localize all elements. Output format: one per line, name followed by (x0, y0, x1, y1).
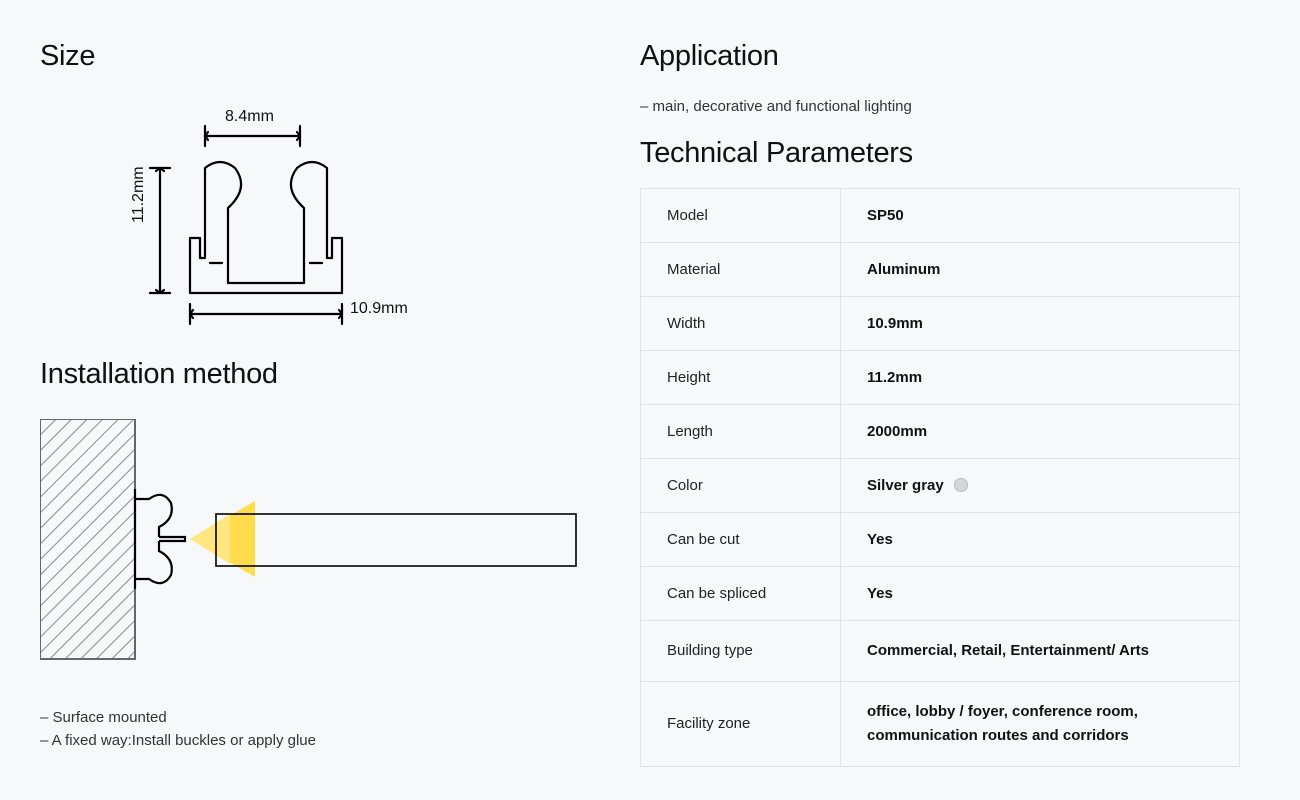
profile-svg (50, 108, 370, 328)
installation-notes: – Surface mounted – A fixed way:Install … (40, 709, 580, 749)
table-row: ModelSP50 (641, 189, 1240, 243)
param-label: Length (641, 405, 841, 459)
application-heading: Application (640, 40, 1260, 73)
param-label: Building type (641, 621, 841, 682)
param-label: Model (641, 189, 841, 243)
tech-params-table: ModelSP50MaterialAluminumWidth10.9mmHeig… (640, 188, 1240, 767)
color-swatch-icon (954, 478, 968, 492)
param-label: Facility zone (641, 682, 841, 767)
table-row: Length2000mm (641, 405, 1240, 459)
param-value: office, lobby / foyer, conference room, … (841, 682, 1240, 767)
application-note: – main, decorative and functional lighti… (640, 98, 1260, 115)
tech-params-heading: Technical Parameters (640, 137, 1260, 170)
param-value: Silver gray (841, 459, 1240, 513)
size-heading: Size (40, 40, 580, 73)
param-value: 2000mm (841, 405, 1240, 459)
param-label: Height (641, 351, 841, 405)
dim-left: 11.2mm (130, 166, 148, 223)
table-row: Can be cutYes (641, 513, 1240, 567)
param-value: Yes (841, 567, 1240, 621)
param-value: Yes (841, 513, 1240, 567)
param-value: Aluminum (841, 243, 1240, 297)
param-value: Commercial, Retail, Entertainment/ Arts (841, 621, 1240, 682)
installation-heading: Installation method (40, 358, 580, 391)
table-row: Building typeCommercial, Retail, Enterta… (641, 621, 1240, 682)
param-label: Can be cut (641, 513, 841, 567)
install-note: – Surface mounted (40, 709, 580, 726)
table-row: Can be splicedYes (641, 567, 1240, 621)
table-row: MaterialAluminum (641, 243, 1240, 297)
param-value: 10.9mm (841, 297, 1240, 351)
size-diagram: 8.4mm 11.2mm 10.9mm (40, 98, 580, 328)
dim-top: 8.4mm (225, 108, 274, 126)
param-label: Width (641, 297, 841, 351)
param-label: Can be spliced (641, 567, 841, 621)
table-row: Facility zoneoffice, lobby / foyer, conf… (641, 682, 1240, 767)
param-value: 11.2mm (841, 351, 1240, 405)
install-note: – A fixed way:Install buckles or apply g… (40, 732, 580, 749)
table-row: Height11.2mm (641, 351, 1240, 405)
table-row: ColorSilver gray (641, 459, 1240, 513)
table-row: Width10.9mm (641, 297, 1240, 351)
param-value: SP50 (841, 189, 1240, 243)
param-label: Color (641, 459, 841, 513)
param-label: Material (641, 243, 841, 297)
dim-bottom: 10.9mm (350, 300, 408, 318)
installation-diagram (40, 409, 580, 669)
